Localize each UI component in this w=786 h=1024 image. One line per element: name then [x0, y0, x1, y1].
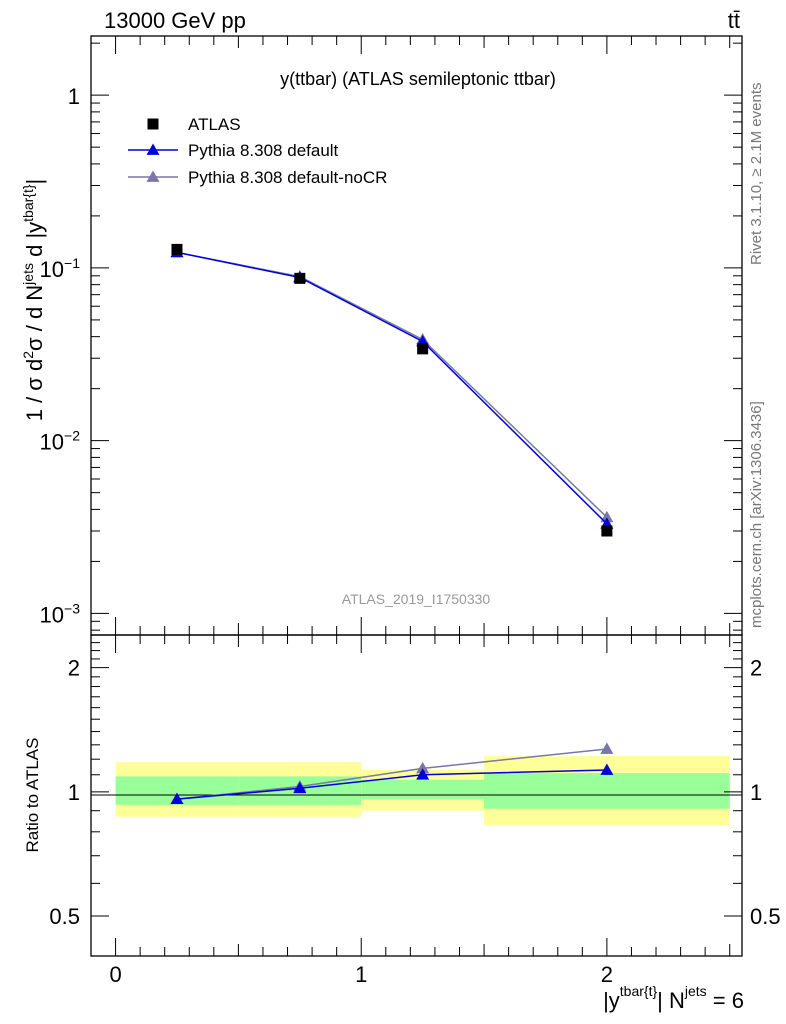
- ratio-tick-layer: 0 1 2 0.5 0.5 1 1 2 2: [49, 634, 781, 987]
- ratio-series-point: [600, 742, 614, 754]
- ratio-series-point: [170, 792, 184, 805]
- main-y-tick-label: 1: [68, 84, 80, 109]
- ratio-series-point: [600, 763, 614, 775]
- main-y-tick-label: 10−1: [40, 255, 81, 282]
- main-series-line: [176, 251, 608, 525]
- x-tick-label: 1: [355, 962, 367, 987]
- main-data-point: [601, 525, 613, 537]
- ratio-y-axis-label: Ratio to ATLAS: [23, 738, 42, 853]
- legend-label: Pythia 8.308 default: [188, 141, 339, 160]
- legend-label: Pythia 8.308 default-noCR: [188, 168, 387, 187]
- chart-title: y(ttbar) (ATLAS semileptonic ttbar): [280, 69, 556, 89]
- ratio-y-tick-label-right: 1: [750, 780, 762, 805]
- ratio-panel-frame: [90, 634, 743, 957]
- main-data-layer: [170, 243, 614, 537]
- legend-marker: [147, 118, 159, 130]
- main-panel: 10−3 10−2 10−1 1 y(ttbar) (ATLAS semilepton…: [40, 35, 743, 636]
- ratio-inner-band: [484, 773, 730, 809]
- ratio-series-line: [176, 769, 607, 800]
- ratio-y-tick-label: 0.5: [49, 904, 80, 929]
- ratio-series-point: [293, 781, 307, 794]
- legend-marker: [146, 170, 160, 182]
- x-tick-label: 2: [601, 962, 613, 987]
- ratio-y-tick-label: 1: [68, 780, 80, 805]
- main-tick-layer: 10−3 10−2 10−1 1: [40, 36, 742, 635]
- main-data-point: [417, 343, 429, 355]
- legend: ATLAS Pythia 8.308 default Pythia 8.308 de…: [128, 115, 387, 187]
- ratio-y-tick-label-right: 0.5: [750, 904, 781, 929]
- main-data-point: [294, 272, 306, 284]
- ratio-series-point: [416, 768, 430, 780]
- ratio-series-point: [416, 761, 430, 774]
- main-data-point: [171, 243, 183, 255]
- x-tick-label: 0: [109, 962, 121, 987]
- main-y-tick-label: 10−3: [40, 600, 81, 627]
- main-y-tick-label: 10−2: [40, 428, 81, 455]
- analysis-watermark: ATLAS_2019_I1750330: [342, 591, 491, 607]
- rivet-label: Rivet 3.1.10, ≥ 2.1M events: [748, 83, 765, 266]
- ratio-inner-band: [361, 779, 485, 800]
- main-series-line: [176, 251, 608, 518]
- legend-marker: [146, 143, 160, 155]
- legend-label: ATLAS: [188, 115, 241, 134]
- ratio-y-tick-label: 2: [68, 656, 80, 681]
- process-label: tt̄: [728, 8, 740, 33]
- ratio-series-line: [176, 748, 607, 800]
- energy-label: 13000 GeV pp: [104, 8, 246, 33]
- main-series-point: [600, 510, 614, 523]
- ratio-data-layer: [170, 742, 614, 805]
- x-axis-label: |ytbar{t}| Njets = 6: [603, 983, 744, 1013]
- ratio-panel: 0 1 2 0.5 0.5 1 1 2 2: [49, 634, 781, 987]
- ratio-y-tick-label-right: 2: [750, 656, 762, 681]
- main-y-axis-label: 1 / σ d2σ / d Njets d |ytbar{t}|: [20, 179, 47, 422]
- mcplots-label: mcplots.cern.ch [arXiv:1306.3436]: [748, 401, 765, 628]
